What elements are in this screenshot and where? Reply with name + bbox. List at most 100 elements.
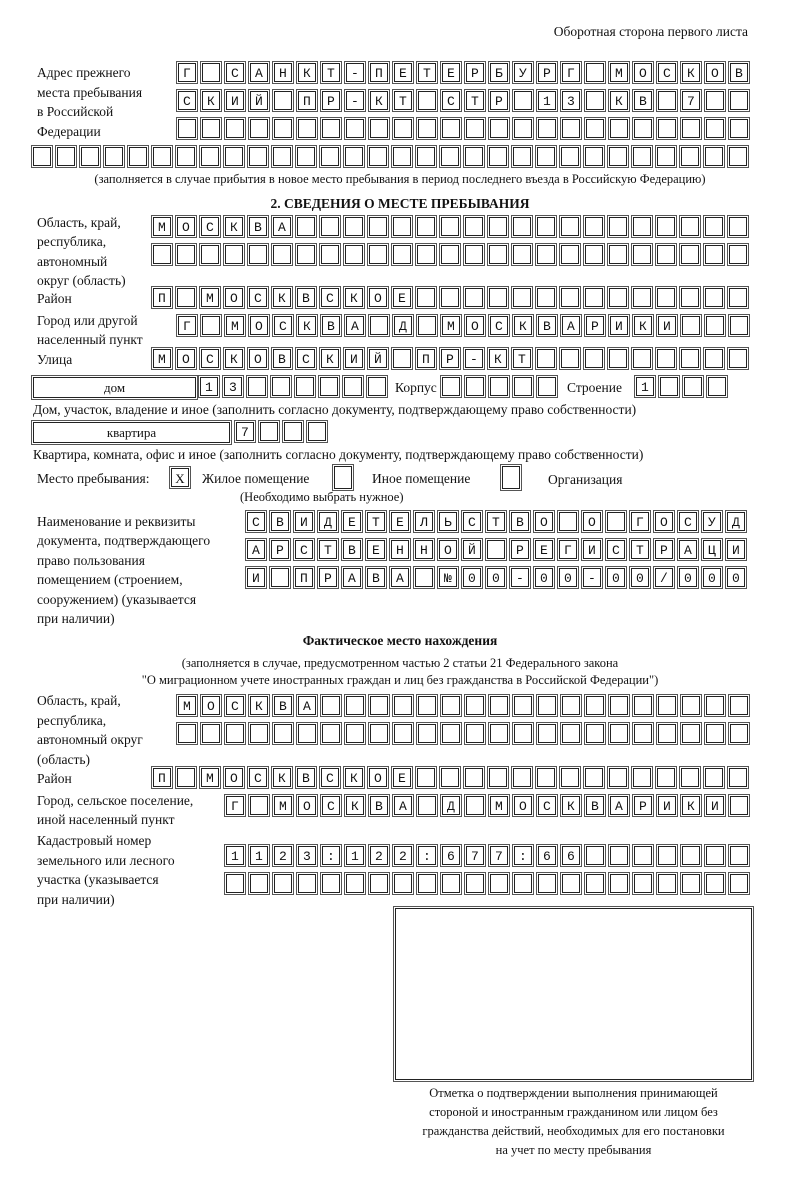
actual-region-row-1-cell[interactable] <box>608 694 630 717</box>
prev-address-row-2-cell[interactable] <box>392 89 414 112</box>
actual-city-row-cell[interactable] <box>392 794 414 817</box>
actual-district-row-cell[interactable] <box>679 766 701 789</box>
actual-region-row-2-cell[interactable] <box>344 722 366 745</box>
doc-row-1-cell[interactable] <box>317 510 339 533</box>
actual-region-row-2-cell[interactable] <box>200 722 222 745</box>
cadastral-row-1-cell[interactable] <box>704 844 726 867</box>
doc-row-3-cell[interactable] <box>461 566 483 589</box>
region-row-1-cell[interactable] <box>439 215 461 238</box>
doc-row-1-cell[interactable] <box>245 510 267 533</box>
actual-region-row-1-cell[interactable] <box>368 694 390 717</box>
prev-address-row-3-cell[interactable] <box>296 117 318 140</box>
prev-address-row-4-cell[interactable] <box>343 145 365 168</box>
region-row-1-cell[interactable] <box>607 215 629 238</box>
korpus-row-cell[interactable] <box>512 375 534 398</box>
apt-number-row-cell[interactable] <box>234 420 256 443</box>
street-row-cell[interactable] <box>439 347 461 370</box>
actual-region-row-2-cell[interactable] <box>248 722 270 745</box>
region-row-2-cell[interactable] <box>223 243 245 266</box>
doc-row-2-cell[interactable] <box>269 538 291 561</box>
prev-address-row-1-cell[interactable] <box>344 61 366 84</box>
district-row-cell[interactable] <box>679 286 701 309</box>
prev-address-row-4-cell[interactable] <box>31 145 53 168</box>
doc-row-1-cell[interactable] <box>701 510 723 533</box>
region-row-1-cell[interactable] <box>343 215 365 238</box>
city-row-cell[interactable] <box>416 314 438 337</box>
district-row-cell[interactable] <box>247 286 269 309</box>
cadastral-row-1-cell[interactable] <box>560 844 582 867</box>
prev-address-row-2-cell[interactable] <box>440 89 462 112</box>
prev-address-row-4-cell[interactable] <box>583 145 605 168</box>
district-row-cell[interactable] <box>223 286 245 309</box>
actual-region-row-1-cell[interactable] <box>440 694 462 717</box>
cadastral-row-2-cell[interactable] <box>368 872 390 895</box>
doc-row-3-cell[interactable] <box>413 566 435 589</box>
district-row-cell[interactable] <box>367 286 389 309</box>
doc-row-2-cell[interactable] <box>557 538 579 561</box>
region-row-2-cell[interactable] <box>631 243 653 266</box>
prev-address-row-4-cell[interactable] <box>391 145 413 168</box>
prev-address-row-3-cell[interactable] <box>224 117 246 140</box>
prev-address-row-1-cell[interactable] <box>512 61 534 84</box>
doc-row-1-cell[interactable] <box>269 510 291 533</box>
prev-address-row-3-cell[interactable] <box>704 117 726 140</box>
region-row-1-cell[interactable] <box>247 215 269 238</box>
prev-address-row-3-cell[interactable] <box>608 117 630 140</box>
actual-region-row-2-cell[interactable] <box>224 722 246 745</box>
prev-address-row-3-cell[interactable] <box>488 117 510 140</box>
actual-region-row-1-cell[interactable] <box>656 694 678 717</box>
city-row-cell[interactable] <box>728 314 750 337</box>
cadastral-row-2-cell[interactable] <box>392 872 414 895</box>
actual-region-row-2-cell[interactable] <box>296 722 318 745</box>
cadastral-row-1-cell[interactable] <box>296 844 318 867</box>
prev-address-row-3-cell[interactable] <box>728 117 750 140</box>
doc-row-3-cell[interactable] <box>269 566 291 589</box>
prev-address-row-1-cell[interactable] <box>440 61 462 84</box>
actual-district-row-cell[interactable] <box>559 766 581 789</box>
actual-region-row-1-cell[interactable] <box>344 694 366 717</box>
prev-address-row-4-cell[interactable] <box>415 145 437 168</box>
actual-region-row-2-cell[interactable] <box>512 722 534 745</box>
city-row-cell[interactable] <box>272 314 294 337</box>
city-row-cell[interactable] <box>440 314 462 337</box>
doc-row-2-cell[interactable] <box>605 538 627 561</box>
cadastral-row-1-cell[interactable] <box>368 844 390 867</box>
cadastral-row-1-cell[interactable] <box>656 844 678 867</box>
street-row-cell[interactable] <box>703 347 725 370</box>
actual-district-row-cell[interactable] <box>415 766 437 789</box>
doc-row-2-cell[interactable] <box>341 538 363 561</box>
building-row-cell[interactable] <box>634 375 656 398</box>
korpus-row-cell[interactable] <box>440 375 462 398</box>
actual-city-row-cell[interactable] <box>272 794 294 817</box>
doc-row-3-cell[interactable] <box>581 566 603 589</box>
prev-address-row-1-cell[interactable] <box>368 61 390 84</box>
actual-city-row-cell[interactable] <box>608 794 630 817</box>
doc-row-2-cell[interactable] <box>293 538 315 561</box>
prev-address-row-3-cell[interactable] <box>632 117 654 140</box>
house-number-row-cell[interactable] <box>222 375 244 398</box>
prev-address-row-4-cell[interactable] <box>559 145 581 168</box>
prev-address-row-3-cell[interactable] <box>680 117 702 140</box>
street-row-cell[interactable] <box>271 347 293 370</box>
cadastral-row-1-cell[interactable] <box>320 844 342 867</box>
actual-region-row-1-cell[interactable] <box>680 694 702 717</box>
house-number-row-cell[interactable] <box>342 375 364 398</box>
prev-address-row-2-cell[interactable] <box>224 89 246 112</box>
prev-address-row-1-cell[interactable] <box>632 61 654 84</box>
doc-row-3-cell[interactable] <box>485 566 507 589</box>
district-row-cell[interactable] <box>511 286 533 309</box>
city-row-cell[interactable] <box>488 314 510 337</box>
prev-address-row-4-cell[interactable] <box>703 145 725 168</box>
prev-address-row-2-cell[interactable] <box>512 89 534 112</box>
actual-region-row-1-cell[interactable] <box>320 694 342 717</box>
region-row-2-cell[interactable] <box>487 243 509 266</box>
prev-address-row-2-cell[interactable] <box>296 89 318 112</box>
city-row-cell[interactable] <box>224 314 246 337</box>
prev-address-row-2-cell[interactable] <box>416 89 438 112</box>
region-row-1-cell[interactable] <box>511 215 533 238</box>
actual-district-row-cell[interactable] <box>271 766 293 789</box>
cadastral-row-2-cell[interactable] <box>416 872 438 895</box>
prev-address-row-4-cell[interactable] <box>463 145 485 168</box>
doc-row-2-cell[interactable] <box>629 538 651 561</box>
cadastral-row-2-cell[interactable] <box>464 872 486 895</box>
